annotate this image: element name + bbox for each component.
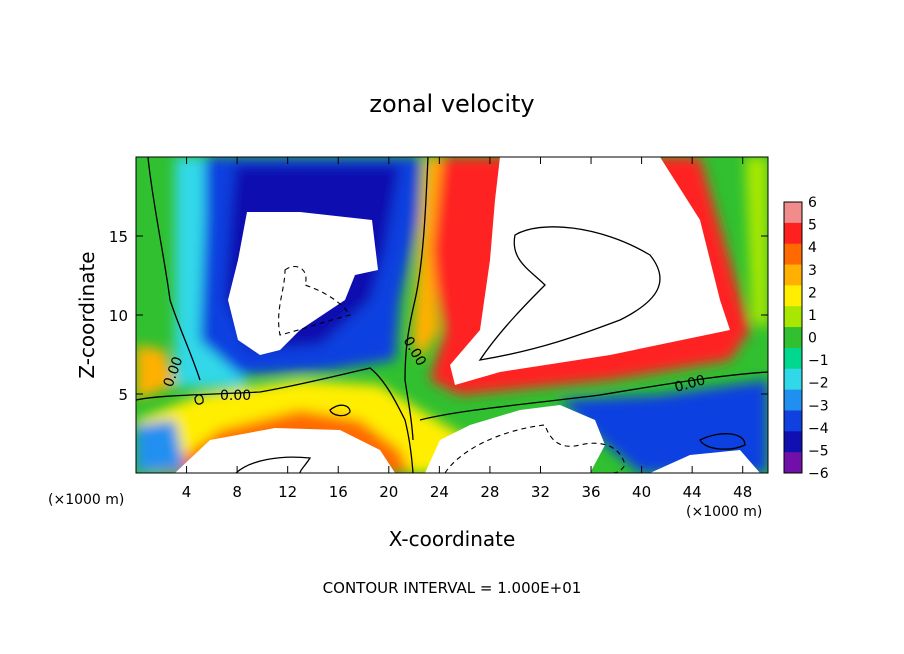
- contour-interval-footer: CONTOUR INTERVAL = 1.000E+01: [323, 579, 582, 597]
- colorbar-swatch: [784, 202, 802, 224]
- x-tick-label: 4: [182, 483, 192, 501]
- x-axis: 4 8 12 16 20 24 28 32 36 40 44 48: [182, 157, 752, 501]
- colorbar-tick-label: 2: [808, 285, 817, 301]
- colorbar-swatch: [784, 222, 802, 245]
- contour-zero-left: [147, 157, 201, 381]
- field-negative-lower-right: [560, 380, 768, 473]
- contour-zero-mid: [136, 367, 414, 473]
- x-tick-label: 20: [379, 483, 398, 501]
- y-tick-label: 5: [118, 386, 128, 404]
- colorbar-swatch: [784, 243, 802, 266]
- contour-positive-loop: [478, 226, 661, 361]
- colorbar: 6 5 4 3 2 1 0 −1 −2 −3 −4 −5 −6: [783, 195, 829, 482]
- heatmap-field: 0.00 0.00 0.00 0.00: [136, 157, 768, 473]
- field-positive-outer: [412, 157, 442, 360]
- colorbar-tick-label: −4: [808, 421, 829, 437]
- colorbar-swatch: [784, 368, 802, 391]
- x-tick-label: 32: [531, 483, 550, 501]
- contour-negative-lower: [444, 424, 626, 473]
- saturated-region-upper-left: [228, 212, 378, 355]
- colorbar-swatch: [784, 306, 802, 328]
- colorbar-tick-label: 4: [808, 240, 817, 256]
- colorbar-tick-label: 6: [808, 195, 817, 211]
- colorbar-tick-label: −3: [808, 398, 829, 414]
- contour-lower-loop: [235, 456, 312, 473]
- colorbar-swatch: [784, 347, 802, 370]
- x-tick-label: 8: [232, 483, 242, 501]
- contour-label: 0.00: [673, 372, 707, 396]
- contour-small-loop-a: [329, 404, 351, 417]
- x-tick-label: 44: [683, 483, 702, 501]
- field-left-edge: [136, 345, 175, 400]
- colorbar-tick-label: −2: [808, 376, 829, 392]
- x-tick-label: 48: [733, 483, 752, 501]
- colorbar-swatch: [784, 410, 802, 432]
- colorbar-swatch: [784, 452, 802, 474]
- x-unit-right: (×1000 m): [686, 504, 762, 520]
- x-tick-label: 28: [480, 483, 499, 501]
- saturated-region-lower-mid: [425, 405, 605, 473]
- contour-small-loop-c: [194, 394, 204, 405]
- contour-lines-negative: [278, 266, 626, 473]
- field-right-edge: [745, 157, 768, 330]
- colorbar-swatch: [784, 389, 802, 411]
- colorbar-tick-label: 0: [808, 331, 817, 347]
- saturated-region-upper-right: [450, 157, 730, 385]
- y-axis: 5 10 15: [109, 228, 768, 404]
- x-unit-left: (×1000 m): [48, 492, 124, 508]
- colorbar-swatch: [784, 431, 802, 453]
- y-tick-label: 15: [109, 228, 128, 246]
- chart-title: zonal velocity: [369, 90, 534, 118]
- colorbar-tick-label: 5: [808, 218, 817, 234]
- colorbar-tick-label: 1: [808, 308, 817, 324]
- colorbar-tick-label: −1: [808, 353, 829, 369]
- colorbar-tick-label: −5: [808, 443, 829, 459]
- x-tick-label: 36: [581, 483, 600, 501]
- contour-negative-upper: [278, 266, 351, 336]
- x-axis-label: X-coordinate: [389, 527, 516, 551]
- contour-small-loop-b: [699, 433, 746, 450]
- saturated-region-lower-left: [175, 428, 395, 473]
- x-tick-label: 40: [632, 483, 651, 501]
- colorbar-tick-label: −6: [808, 466, 829, 482]
- x-tick-label: 12: [278, 483, 297, 501]
- colorbar-frame: [783, 201, 803, 474]
- field-left-lower-blue: [136, 420, 185, 473]
- contour-lines: [136, 157, 768, 473]
- colorbar-swatch: [784, 264, 802, 286]
- colorbar-swatch: [784, 327, 802, 349]
- y-tick-label: 10: [109, 307, 128, 325]
- colorbar-tick-label: 3: [808, 263, 817, 279]
- contour-label: 0.00: [220, 388, 251, 404]
- saturated-region-lower-right: [650, 450, 760, 473]
- contour-zero-upper-mid: [404, 157, 429, 441]
- contour-zero-right: [419, 371, 768, 421]
- y-axis-label: Z-coordinate: [75, 251, 99, 378]
- x-tick-label: 24: [430, 483, 449, 501]
- colorbar-swatch: [784, 285, 802, 307]
- x-tick-label: 16: [329, 483, 348, 501]
